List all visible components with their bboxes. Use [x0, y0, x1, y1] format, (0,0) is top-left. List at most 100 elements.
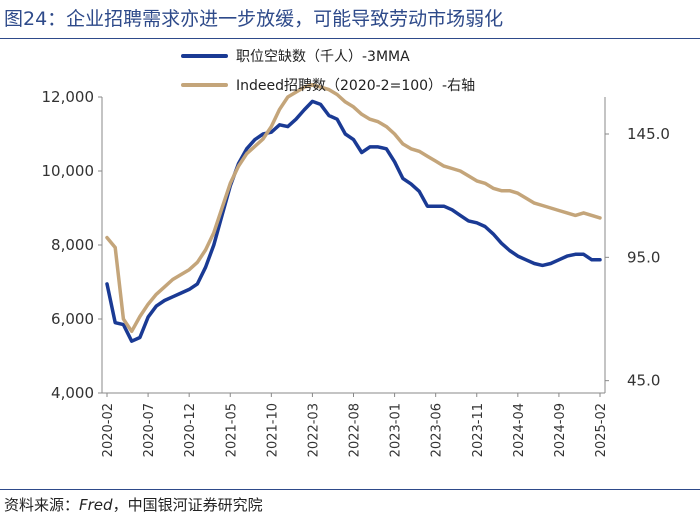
data-point-indeed-postings: [237, 165, 240, 168]
x-tick-label: 2020-07: [142, 403, 157, 457]
x-tick-label: 2022-03: [306, 403, 321, 457]
data-point-job-openings: [311, 100, 314, 103]
y-left-tick-label: 6,000: [51, 310, 94, 328]
data-point-job-openings: [385, 147, 388, 150]
data-point-indeed-postings: [516, 192, 519, 195]
y-right-tick-label: 95.0: [627, 248, 660, 266]
data-point-job-openings: [418, 190, 421, 193]
data-point-job-openings: [459, 214, 462, 217]
data-point-job-openings: [303, 109, 306, 111]
data-point-indeed-postings: [130, 330, 133, 333]
y-left-tick-label: 4,000: [51, 384, 94, 402]
data-point-indeed-postings: [311, 83, 314, 86]
data-point-indeed-postings: [106, 236, 108, 239]
data-point-job-openings: [155, 305, 158, 307]
data-point-job-openings: [475, 221, 478, 224]
data-point-job-openings: [221, 214, 223, 217]
data-point-indeed-postings: [212, 231, 215, 234]
legend-label: 职位空缺数（千人）-3MMA: [236, 49, 410, 65]
data-point-job-openings: [278, 123, 281, 126]
y-left-tick-label: 10,000: [42, 162, 95, 180]
data-point-job-openings: [558, 258, 560, 261]
data-point-indeed-postings: [278, 108, 281, 111]
data-point-job-openings: [443, 205, 445, 208]
data-point-indeed-postings: [590, 214, 593, 217]
series-line-job-openings: [105, 99, 602, 343]
data-point-indeed-postings: [163, 286, 166, 288]
source-suffix: ，中国银河证券研究院: [112, 496, 263, 514]
data-point-indeed-postings: [180, 273, 182, 276]
data-point-job-openings: [196, 283, 199, 285]
data-point-indeed-postings: [295, 91, 297, 93]
data-point-job-openings: [566, 255, 568, 257]
data-point-job-openings: [401, 177, 404, 180]
data-point-indeed-postings: [574, 214, 577, 217]
y-left-tick-label: 12,000: [42, 88, 95, 106]
data-point-job-openings: [130, 340, 133, 343]
data-point-indeed-postings: [204, 249, 207, 251]
data-point-indeed-postings: [426, 155, 429, 158]
data-point-job-openings: [393, 160, 396, 163]
x-tick-label: 2024-04: [512, 403, 527, 457]
x-tick-label: 2022-08: [348, 403, 363, 457]
data-point-indeed-postings: [443, 165, 445, 168]
data-point-indeed-postings: [328, 88, 330, 91]
x-tick-label: 2021-05: [224, 403, 239, 457]
data-point-job-openings: [549, 262, 552, 265]
data-point-indeed-postings: [401, 143, 404, 145]
data-point-indeed-postings: [221, 207, 223, 209]
data-point-job-openings: [147, 316, 150, 318]
x-tick-label: 2023-01: [389, 403, 404, 457]
data-point-indeed-postings: [393, 133, 396, 135]
data-point-indeed-postings: [188, 268, 191, 271]
data-point-indeed-postings: [484, 182, 486, 185]
y-left-tick-label: 8,000: [51, 236, 94, 254]
data-point-job-openings: [163, 299, 166, 302]
data-point-indeed-postings: [147, 303, 150, 306]
data-point-indeed-postings: [434, 160, 437, 163]
data-point-indeed-postings: [336, 93, 338, 96]
data-point-job-openings: [295, 118, 297, 121]
source-note: 资料来源：Fred，中国银河证券研究院: [4, 494, 263, 515]
data-point-job-openings: [508, 249, 511, 252]
data-point-indeed-postings: [418, 150, 421, 153]
data-point-indeed-postings: [360, 113, 363, 116]
data-point-indeed-postings: [549, 207, 552, 209]
data-point-job-openings: [500, 242, 503, 245]
y-right-tick-label: 145.0: [627, 125, 670, 143]
data-point-job-openings: [410, 183, 412, 185]
data-point-indeed-postings: [171, 278, 174, 281]
x-tick-label: 2025-02: [594, 403, 609, 457]
data-point-indeed-postings: [508, 189, 511, 192]
x-tick-label: 2024-09: [553, 403, 568, 457]
data-point-job-openings: [525, 258, 527, 261]
data-point-job-openings: [541, 264, 544, 267]
data-point-job-openings: [212, 244, 215, 246]
data-point-job-openings: [377, 146, 379, 148]
data-point-indeed-postings: [582, 212, 585, 214]
data-point-indeed-postings: [319, 86, 322, 88]
data-point-indeed-postings: [122, 318, 125, 320]
data-point-indeed-postings: [385, 125, 388, 128]
data-point-job-openings: [328, 114, 330, 117]
data-point-indeed-postings: [566, 212, 568, 214]
data-point-indeed-postings: [245, 152, 248, 155]
data-point-indeed-postings: [500, 189, 503, 192]
data-point-job-openings: [286, 125, 289, 128]
data-point-job-openings: [599, 258, 601, 261]
data-point-job-openings: [574, 253, 577, 256]
x-tick-label: 2023-06: [430, 403, 445, 457]
line-chart: 4,000 6,000 8,000 10,000 12,000 45.0 95.0 145.0…: [42, 49, 670, 457]
data-point-indeed-postings: [270, 125, 273, 128]
data-point-job-openings: [582, 253, 585, 256]
x-tick-label: 2020-02: [101, 403, 116, 457]
source-rule: [0, 489, 700, 490]
data-point-job-openings: [188, 288, 191, 291]
data-point-indeed-postings: [525, 197, 527, 200]
data-point-job-openings: [204, 266, 207, 269]
data-point-indeed-postings: [196, 261, 199, 264]
data-point-indeed-postings: [533, 202, 536, 205]
data-point-indeed-postings: [155, 293, 158, 296]
data-point-job-openings: [106, 283, 108, 285]
x-tick-label: 2023-11: [471, 403, 486, 457]
